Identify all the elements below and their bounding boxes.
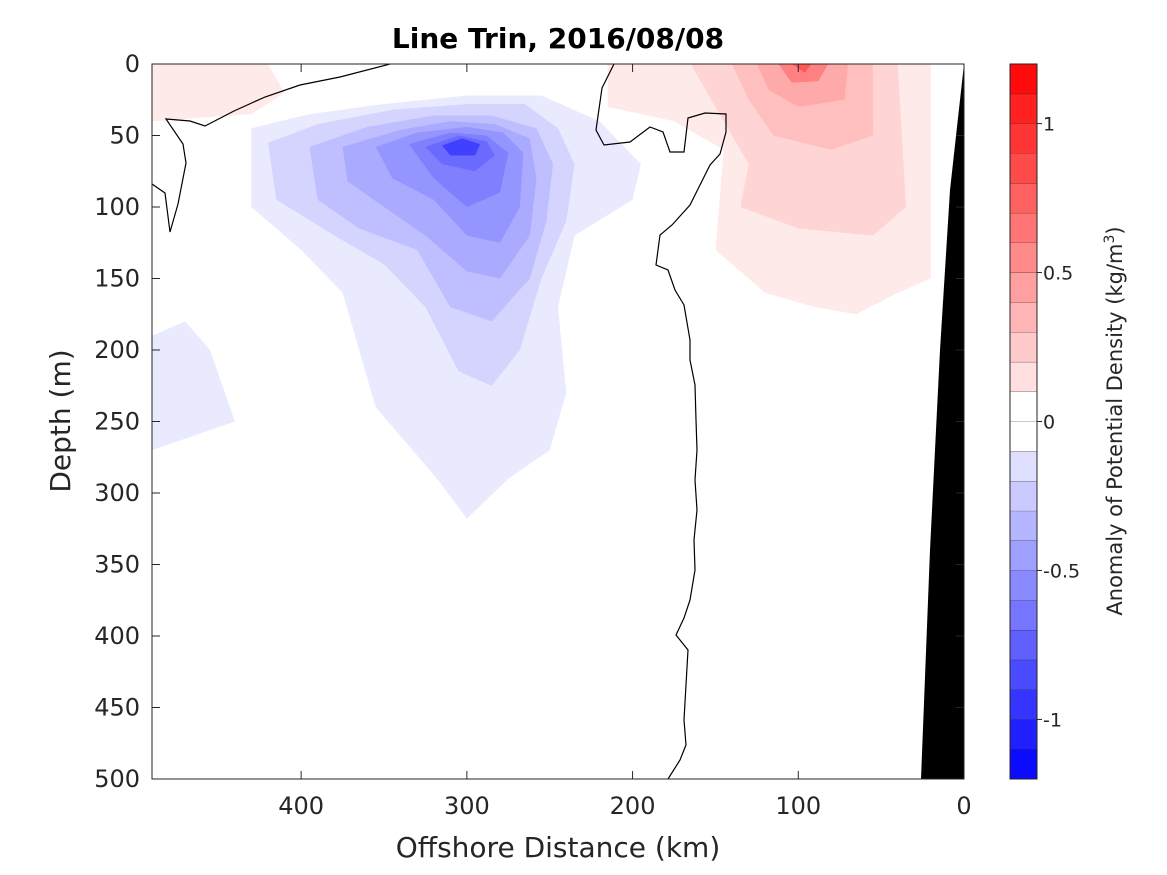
y-tick-label: 400 [94, 622, 140, 650]
colorbar-band [1010, 600, 1037, 631]
colorbar-band [1010, 481, 1037, 511]
colorbar-band [1010, 123, 1037, 154]
colorbar-band [1010, 540, 1037, 571]
colorbar-band [1010, 570, 1037, 601]
colorbar-band [1010, 719, 1037, 750]
colorbar-band [1010, 659, 1037, 690]
colorbar: -1 -0.5 0 0.5 1 Anomaly of Potential Density… [1009, 63, 1127, 780]
x-tick-label: 300 [444, 792, 490, 820]
plot-area: 400 300 200 100 0 0 50 100 150 200 250 300 350 400 45… [94, 50, 971, 820]
y-tick-label: 500 [94, 765, 140, 793]
colorbar-band [1010, 212, 1037, 243]
colorbar-band [1010, 242, 1037, 273]
colorbar-band [1010, 272, 1037, 303]
colorbar-label: Anomaly of Potential Density (kg/m3) [1102, 226, 1127, 615]
seafloor-bathymetry [921, 64, 964, 779]
colorbar-tick-label: 1 [1043, 114, 1055, 136]
colorbar-tick-label: 0.5 [1043, 263, 1073, 285]
anomaly-contour-band [152, 64, 285, 122]
x-axis-ticks: 400 300 200 100 0 [278, 64, 972, 820]
y-tick-label: 350 [94, 551, 140, 579]
x-tick-label: 400 [278, 792, 324, 820]
colorbar-band [1010, 332, 1037, 362]
y-tick-label: 250 [94, 408, 140, 436]
anomaly-contour-band [756, 64, 848, 107]
colorbar-band [1010, 689, 1037, 720]
negative-anomaly-region [152, 95, 641, 519]
colorbar-tick-label: 0 [1043, 412, 1055, 434]
colorbar-band [1010, 153, 1037, 184]
y-tick-label: 450 [94, 694, 140, 722]
y-tick-label: 200 [94, 336, 140, 364]
colorbar-band [1010, 302, 1037, 333]
colorbar-bands [1010, 63, 1037, 779]
x-axis-label: Offshore Distance (km) [396, 831, 721, 864]
colorbar-band [1010, 421, 1037, 452]
colorbar-ticks: -1 -0.5 0 0.5 1 [1037, 114, 1080, 731]
colorbar-band [1010, 451, 1037, 482]
y-tick-label: 300 [94, 479, 140, 507]
anomaly-fill-layer [152, 64, 964, 779]
positive-anomaly-region [152, 64, 931, 315]
y-tick-label: 0 [125, 50, 140, 78]
colorbar-tick-label: -0.5 [1043, 560, 1080, 582]
y-axis-ticks: 0 50 100 150 200 250 300 350 400 450 500 [94, 50, 964, 793]
y-tick-label: 100 [94, 193, 140, 221]
anomaly-contour-band [442, 138, 481, 156]
y-tick-label: 150 [94, 265, 140, 293]
colorbar-band [1010, 361, 1037, 392]
colorbar-band [1010, 183, 1037, 213]
x-tick-label: 200 [610, 792, 656, 820]
colorbar-band [1010, 749, 1037, 779]
colorbar-band [1010, 510, 1037, 541]
colorbar-band [1010, 64, 1037, 94]
x-tick-label: 0 [956, 792, 971, 820]
chart-title: Line Trin, 2016/08/08 [392, 22, 724, 55]
anomaly-contour-band [791, 64, 812, 73]
colorbar-tick-label: -1 [1043, 709, 1062, 731]
y-tick-label: 50 [109, 122, 140, 150]
colorbar-band [1010, 630, 1037, 660]
colorbar-band [1010, 391, 1037, 422]
anomaly-contour-band [778, 64, 829, 83]
zero-contour-line [152, 64, 727, 779]
anomaly-contour-band [152, 321, 235, 451]
x-tick-label: 100 [775, 792, 821, 820]
colorbar-band [1010, 93, 1037, 124]
y-axis-label: Depth (m) [44, 349, 77, 492]
